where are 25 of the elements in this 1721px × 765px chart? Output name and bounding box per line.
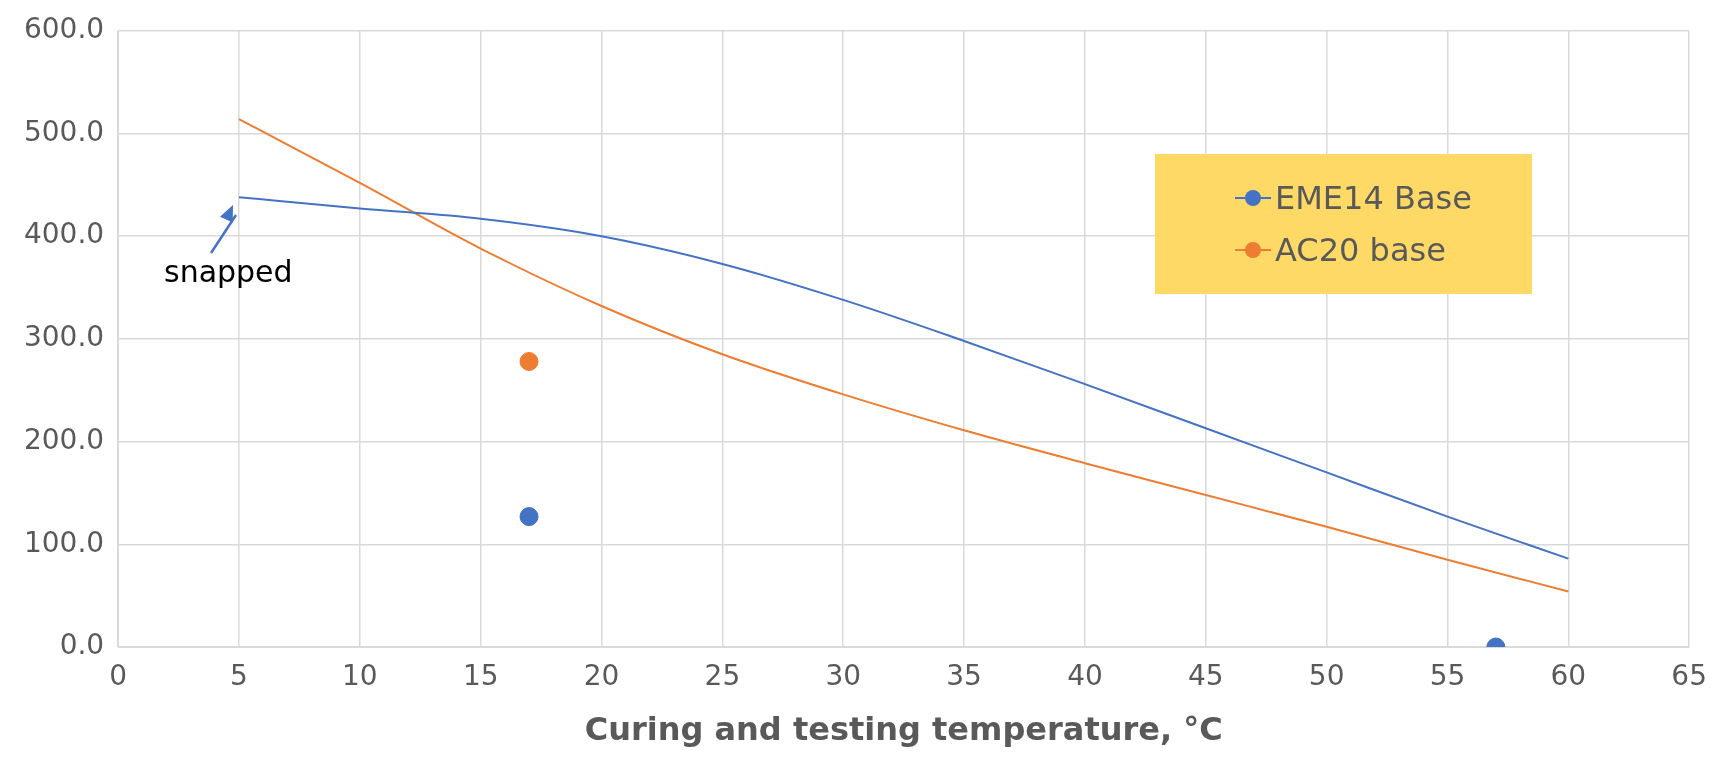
x-tick-label: 55 — [1429, 659, 1466, 693]
y-tick-label: 400.0 — [23, 217, 105, 251]
x-tick-label: 65 — [1671, 659, 1708, 693]
x-tick-label: 20 — [583, 659, 620, 693]
y-tick-label: 100.0 — [23, 525, 105, 559]
legend-label: EME14 Base — [1275, 179, 1472, 218]
x-axis-title: Curing and testing temperature, °C — [584, 710, 1223, 749]
y-tick-label: 200.0 — [23, 422, 105, 456]
x-tick-label: 30 — [825, 659, 862, 693]
x-tick-label: 0 — [109, 659, 128, 693]
x-tick-label: 50 — [1308, 659, 1345, 693]
y-tick-label: 500.0 — [23, 114, 105, 148]
x-tick-label: 5 — [230, 659, 248, 693]
x-tick-label: 40 — [1067, 659, 1103, 693]
x-tick-label: 45 — [1187, 659, 1224, 693]
x-tick-label: 10 — [342, 659, 378, 693]
annotation: snapped — [164, 253, 293, 289]
x-tick-label: 60 — [1550, 659, 1587, 693]
y-tick-label: 0.0 — [59, 628, 105, 662]
y-tick-label: 600.0 — [23, 12, 105, 46]
legend-label: AC20 base — [1275, 231, 1446, 270]
x-tick-label: 25 — [704, 659, 741, 693]
y-tick-label: 300.0 — [23, 320, 105, 354]
x-tick-label: 15 — [462, 659, 499, 693]
x-tick-label: 35 — [946, 659, 982, 693]
